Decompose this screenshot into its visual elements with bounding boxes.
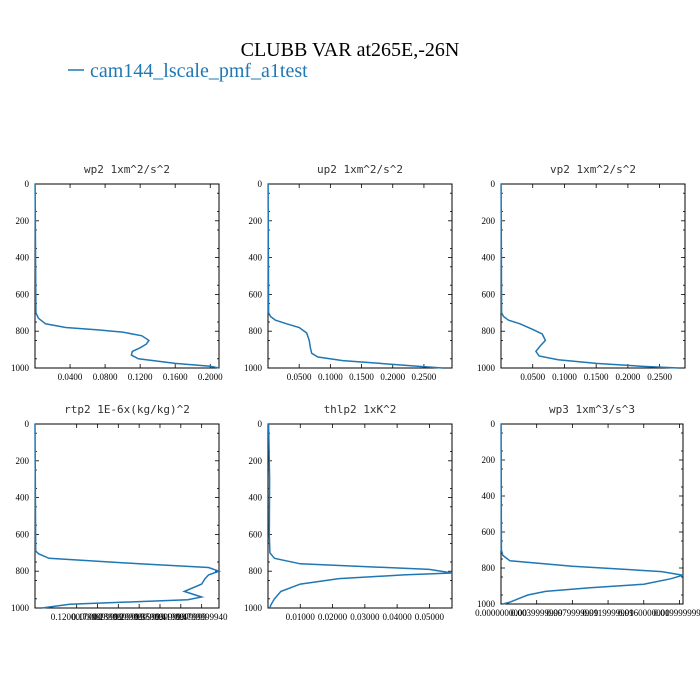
x-tick-label: 0.0000000000 (475, 608, 527, 618)
y-tick-label: 0 (491, 419, 496, 429)
y-tick-label: 600 (16, 529, 30, 539)
plot-frame (267, 183, 453, 369)
y-tick-label: 0 (258, 179, 263, 189)
y-tick-label: 800 (249, 566, 263, 576)
y-tick-label: 1000 (244, 603, 263, 613)
x-tick-label: 0.0800 (93, 372, 118, 382)
x-tick-label: 0.1600 (163, 372, 188, 382)
y-tick-label: 800 (16, 326, 30, 336)
y-tick-label: 600 (249, 289, 263, 299)
series-line-6 (500, 423, 684, 605)
y-tick-label: 400 (482, 253, 496, 263)
subplot-title: up2 1xm^2/s^2 (317, 163, 403, 176)
subplot-1: wp2 1xm^2/s^2 0 200 400 600 800 1000 0.0400 0.08… (11, 163, 223, 382)
y-tick-label: 600 (482, 527, 496, 537)
subplot-5: thlp2 1xK^2 0 200 400 600 800 1000 0.01000 0.020… (244, 403, 453, 622)
y-tick-label: 1000 (11, 603, 30, 613)
series-line-5 (267, 423, 453, 609)
x-tick-label: 0.01000 (286, 612, 316, 622)
y-tick-label: 200 (16, 456, 30, 466)
x-tick-label: 0.4799999940 (176, 612, 228, 622)
y-tick-label: 0 (491, 179, 496, 189)
plot-frame (267, 423, 453, 609)
plot-frame (34, 423, 220, 609)
x-tick-label: 0.0500 (520, 372, 545, 382)
y-tick-label: 400 (249, 253, 263, 263)
x-tick-label: 0.0079999999 (546, 608, 598, 618)
y-tick-label: 800 (482, 326, 496, 336)
y-tick-label: 0 (258, 419, 263, 429)
subplot-title: wp2 1xm^2/s^2 (84, 163, 170, 176)
y-tick-label: 0 (25, 419, 30, 429)
y-tick-label: 400 (16, 493, 30, 503)
x-tick-label: 0.1000 (552, 372, 577, 382)
subplot-title: wp3 1xm^3/s^3 (549, 403, 635, 416)
y-tick-label: 600 (249, 529, 263, 539)
x-tick-label: 0.2000 (380, 372, 405, 382)
series-line-2 (267, 183, 443, 369)
legend: cam144_lscale_pmf_a1test (68, 60, 308, 82)
y-tick-label: 1000 (477, 599, 496, 609)
legend-label: cam144_lscale_pmf_a1test (90, 60, 308, 82)
subplot-title: rtp2 1E-6x(kg/kg)^2 (64, 403, 190, 416)
y-tick-label: 400 (249, 493, 263, 503)
subplot-grid: wp2 1xm^2/s^2 0 200 400 600 800 1000 0.0400 0.08… (11, 163, 700, 622)
x-tick-label: 0.1500 (349, 372, 374, 382)
x-tick-label: 0.3599999999 (134, 612, 186, 622)
x-tick-label: 0.02000 (318, 612, 348, 622)
subplot-title: vp2 1xm^2/s^2 (550, 163, 636, 176)
x-tick-label: 0.1799999999 (72, 612, 124, 622)
subplot-2: up2 1xm^2/s^2 0 200 400 600 800 1000 0.0500 0.10… (244, 163, 453, 382)
series-line-4 (34, 423, 222, 609)
y-tick-label: 800 (482, 563, 496, 573)
x-tick-label: 0.2500 (412, 372, 437, 382)
x-tick-label: 0.1200 (128, 372, 153, 382)
subplot-4: rtp2 1E-6x(kg/kg)^2 0 200 400 600 800 1000 0.12… (11, 403, 228, 622)
y-tick-label: 800 (16, 566, 30, 576)
x-tick-label: 0.2399999999 (92, 612, 144, 622)
y-tick-label: 1000 (244, 363, 263, 373)
x-tick-label: 0.0119999999 (582, 608, 634, 618)
y-tick-label: 1000 (477, 363, 496, 373)
x-tick-label: 0.2500 (647, 372, 672, 382)
x-tick-label: 0.2999999999 (113, 612, 165, 622)
y-tick-label: 800 (249, 326, 263, 336)
x-tick-label: 0.1200000000 (51, 612, 103, 622)
y-tick-label: 200 (249, 216, 263, 226)
x-tick-label: 0.03000 (350, 612, 380, 622)
y-tick-label: 200 (249, 456, 263, 466)
x-tick-label: 0.0160000000 (618, 608, 670, 618)
series-line-3 (500, 183, 679, 369)
plot-frame (500, 183, 686, 369)
x-tick-label: 0.1500 (584, 372, 609, 382)
x-tick-label: 0.0199999999 (654, 608, 700, 618)
x-tick-label: 0.1000 (318, 372, 343, 382)
x-tick-label: 0.0039999999 (511, 608, 563, 618)
y-tick-label: 200 (482, 455, 496, 465)
x-tick-label: 0.04000 (382, 612, 412, 622)
x-tick-label: 0.2000 (198, 372, 223, 382)
plot-frame (500, 423, 684, 605)
y-tick-label: 200 (16, 216, 30, 226)
x-tick-label: 0.05000 (415, 612, 445, 622)
subplot-3: vp2 1xm^2/s^2 0 200 400 600 800 1000 0.0500 0.10… (477, 163, 686, 382)
y-tick-label: 600 (482, 289, 496, 299)
y-tick-label: 0 (25, 179, 30, 189)
plot-frame (34, 183, 220, 369)
x-tick-label: 0.4199999999 (155, 612, 207, 622)
subplot-title: thlp2 1xK^2 (324, 403, 397, 416)
y-tick-label: 200 (482, 216, 496, 226)
y-tick-label: 400 (16, 253, 30, 263)
figure-title: CLUBB VAR at265E,-26N (241, 39, 460, 61)
x-tick-label: 0.2000 (616, 372, 641, 382)
x-tick-label: 0.0500 (287, 372, 312, 382)
x-tick-label: 0.0400 (58, 372, 83, 382)
series-line-1 (34, 183, 220, 369)
y-tick-label: 600 (16, 289, 30, 299)
subplot-6: wp3 1xm^3/s^3 0 200 400 600 800 10000.00000000… (475, 403, 700, 618)
y-tick-label: 400 (482, 491, 496, 501)
y-tick-label: 1000 (11, 363, 30, 373)
